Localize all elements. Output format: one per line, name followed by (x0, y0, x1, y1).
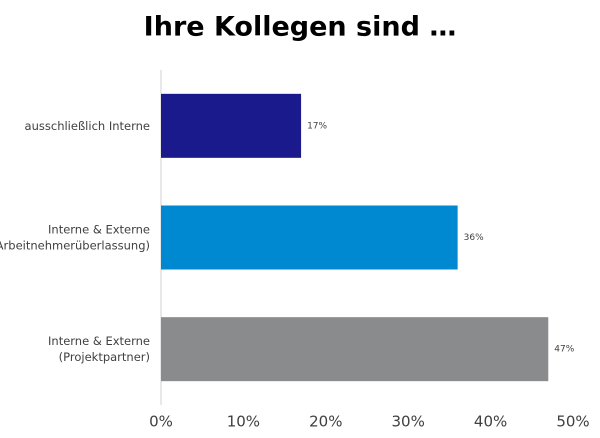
y-tick-label-line: (Arbeitnehmerüberlassung) (0, 238, 150, 252)
x-tick-label: 20% (309, 413, 342, 431)
x-tick-label: 10% (227, 413, 260, 431)
chart-title: Ihre Kollegen sind … (144, 12, 457, 43)
value-label: 47% (554, 345, 574, 355)
value-label: 17% (307, 121, 327, 131)
y-tick-label-line: ausschließlich Interne (25, 118, 150, 132)
x-tick-label: 0% (149, 413, 173, 431)
y-tick-label-line: Interne & Externe (48, 334, 150, 348)
x-tick-label: 50% (556, 413, 589, 431)
bar (161, 93, 302, 158)
y-tick-label-line: Interne & Externe (48, 222, 150, 236)
bar (161, 205, 458, 270)
y-tick-label: Interne & Externe (Projektpartner) (48, 334, 150, 364)
y-tick-label: ausschließlich Interne (25, 118, 150, 132)
x-tick-label: 40% (474, 413, 507, 431)
bar (161, 317, 549, 382)
value-label: 36% (464, 233, 484, 243)
y-tick-label: Interne & Externe (Arbeitnehmerüberlassun… (0, 222, 150, 252)
x-tick-label: 30% (392, 413, 425, 431)
y-tick-label-line: (Projektpartner) (59, 350, 150, 364)
